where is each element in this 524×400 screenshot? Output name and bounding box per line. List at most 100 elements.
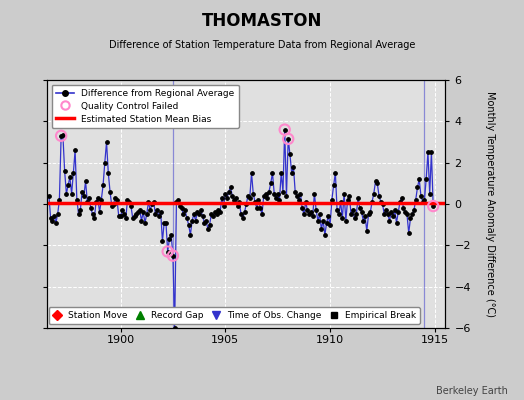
- Point: [167, 232, 176, 238]
- Point: [66, 174, 74, 180]
- Point: [429, 203, 438, 209]
- Point: [331, 170, 340, 176]
- Point: [176, 203, 184, 209]
- Point: [83, 199, 92, 205]
- Point: [336, 199, 345, 205]
- Text: THOMASTON: THOMASTON: [202, 12, 322, 30]
- Point: [136, 207, 144, 214]
- Point: [343, 197, 352, 203]
- Point: [188, 217, 196, 224]
- Point: [139, 209, 147, 216]
- Point: [217, 195, 226, 201]
- Point: [422, 176, 430, 182]
- Point: [162, 219, 170, 226]
- Point: [190, 211, 198, 218]
- Point: [403, 211, 411, 218]
- Point: [123, 197, 132, 203]
- Point: [253, 205, 261, 211]
- Point: [261, 190, 270, 197]
- Point: [293, 192, 301, 199]
- Point: [361, 213, 369, 220]
- Point: [364, 211, 373, 218]
- Point: [275, 197, 283, 203]
- Point: [394, 209, 402, 216]
- Point: [90, 215, 99, 222]
- Point: [52, 219, 60, 226]
- Point: [196, 207, 205, 214]
- Point: [345, 192, 354, 199]
- Point: [153, 207, 161, 214]
- Point: [291, 188, 299, 195]
- Point: [330, 182, 338, 189]
- Point: [247, 170, 256, 176]
- Point: [235, 199, 244, 205]
- Point: [92, 199, 100, 205]
- Point: [157, 209, 165, 216]
- Point: [357, 209, 366, 216]
- Point: [101, 160, 109, 166]
- Point: [200, 219, 209, 226]
- Point: [415, 176, 423, 182]
- Point: [259, 192, 268, 199]
- Legend: Station Move, Record Gap, Time of Obs. Change, Empirical Break: Station Move, Record Gap, Time of Obs. C…: [49, 307, 420, 324]
- Point: [226, 184, 235, 191]
- Point: [143, 211, 151, 218]
- Point: [193, 209, 202, 216]
- Point: [47, 215, 55, 222]
- Point: [122, 215, 130, 222]
- Point: [328, 197, 336, 203]
- Point: [68, 190, 76, 197]
- Point: [389, 213, 397, 220]
- Point: [315, 211, 324, 218]
- Point: [132, 211, 140, 218]
- Point: [50, 213, 58, 220]
- Point: [338, 215, 346, 222]
- Point: [254, 197, 263, 203]
- Point: [233, 203, 242, 209]
- Point: [169, 252, 177, 259]
- Point: [246, 195, 254, 201]
- Point: [368, 199, 376, 205]
- Point: [181, 207, 189, 214]
- Point: [373, 180, 381, 186]
- Point: [384, 211, 392, 218]
- Point: [258, 211, 266, 218]
- Point: [399, 205, 408, 211]
- Point: [356, 205, 364, 211]
- Point: [71, 147, 79, 154]
- Point: [268, 170, 277, 176]
- Point: [80, 192, 88, 199]
- Point: [221, 190, 230, 197]
- Point: [207, 211, 215, 218]
- Point: [280, 126, 289, 133]
- Point: [59, 132, 67, 138]
- Point: [99, 182, 107, 189]
- Point: [340, 190, 348, 197]
- Point: [69, 170, 78, 176]
- Point: [118, 207, 126, 214]
- Point: [348, 207, 357, 214]
- Point: [377, 199, 385, 205]
- Point: [303, 207, 312, 214]
- Point: [146, 207, 155, 214]
- Point: [363, 228, 371, 234]
- Point: [74, 211, 83, 218]
- Point: [425, 190, 434, 197]
- Point: [401, 209, 409, 216]
- Point: [333, 207, 341, 214]
- Text: Difference of Station Temperature Data from Regional Average: Difference of Station Temperature Data f…: [109, 40, 415, 50]
- Point: [307, 209, 315, 216]
- Point: [244, 192, 252, 199]
- Point: [390, 207, 399, 214]
- Point: [48, 217, 57, 224]
- Point: [141, 219, 149, 226]
- Point: [238, 215, 247, 222]
- Point: [81, 178, 90, 184]
- Point: [106, 188, 114, 195]
- Point: [274, 190, 282, 197]
- Point: [347, 211, 355, 218]
- Point: [277, 170, 286, 176]
- Point: [209, 213, 217, 220]
- Point: [204, 226, 212, 232]
- Point: [148, 201, 156, 207]
